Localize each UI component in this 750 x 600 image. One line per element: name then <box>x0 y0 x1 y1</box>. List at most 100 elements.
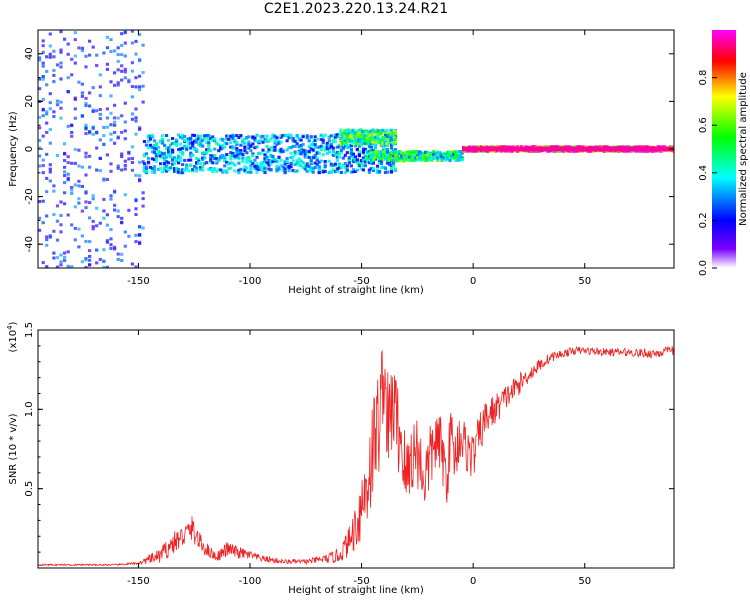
heatmap-cell <box>201 152 205 156</box>
heatmap-cell <box>163 168 167 172</box>
heatmap-cell <box>179 142 183 146</box>
heatmap-cell <box>171 148 175 152</box>
heatmap-cell <box>317 164 321 168</box>
heatmap-cell <box>185 163 189 167</box>
heatmap-cell <box>84 258 88 262</box>
heatmap-cell <box>55 63 60 67</box>
heatmap-cell <box>77 201 81 205</box>
heatmap-cell <box>203 162 207 166</box>
heatmap-cell <box>393 167 398 171</box>
heatmap-cell <box>339 132 343 136</box>
heatmap-cell <box>59 116 63 120</box>
heatmap-cell <box>317 145 321 149</box>
heatmap-cell <box>436 156 440 160</box>
heatmap-cell <box>45 214 49 218</box>
heatmap-cell <box>355 168 359 172</box>
heatmap-cell <box>102 177 106 181</box>
heatmap-cell <box>201 158 205 162</box>
heatmap-cell <box>331 138 335 142</box>
heatmap-cell <box>323 163 327 167</box>
heatmap-cell <box>88 165 92 169</box>
heatmap-cell <box>253 146 257 150</box>
heatmap-cell <box>349 164 353 168</box>
heatmap-cell <box>267 161 271 165</box>
heatmap-cell <box>183 139 187 143</box>
heatmap-cell <box>165 155 169 159</box>
heatmap-cell <box>185 138 189 142</box>
heatmap-cell <box>66 178 70 182</box>
heatmap-cell <box>351 137 355 141</box>
y-multiplier-prefix: (x10 <box>8 330 19 353</box>
heatmap-cell <box>130 30 134 33</box>
heatmap-cell <box>221 170 225 174</box>
heatmap-cell <box>385 142 389 146</box>
heatmap-cell <box>369 139 373 143</box>
heatmap-cell <box>231 151 235 155</box>
heatmap-cell <box>393 141 397 145</box>
heatmap-cell <box>371 168 375 172</box>
heatmap-cell <box>138 88 142 92</box>
heatmap-cell <box>269 146 273 150</box>
heatmap-cell <box>289 134 293 138</box>
heatmap-cell <box>343 162 347 165</box>
heatmap-cell <box>269 155 273 159</box>
heatmap-cell <box>138 233 142 237</box>
heatmap-cell <box>371 136 375 140</box>
heatmap-cell <box>265 155 269 159</box>
heatmap-cell <box>63 159 67 162</box>
heatmap-cell <box>171 150 175 154</box>
heatmap-cell <box>331 146 335 150</box>
heatmap-cell <box>70 223 74 227</box>
heatmap-cell <box>247 146 251 150</box>
heatmap-cell <box>345 168 349 172</box>
heatmap-cell <box>63 152 67 156</box>
heatmap-cell <box>113 116 117 120</box>
heatmap-cell <box>363 154 367 158</box>
heatmap-cell <box>138 179 142 183</box>
heatmap-cell <box>303 165 307 169</box>
heatmap-cell <box>379 160 384 164</box>
heatmap-cell <box>221 154 225 158</box>
heatmap-cell <box>45 238 49 242</box>
heatmap-cell <box>382 155 386 158</box>
heatmap-cell <box>351 128 355 132</box>
heatmap-cell <box>309 147 313 151</box>
heatmap-cell <box>339 142 343 146</box>
heatmap-cell <box>105 240 109 244</box>
heatmap-cell <box>138 242 142 246</box>
heatmap-cell <box>321 153 325 157</box>
heatmap-cell <box>299 144 303 148</box>
heatmap-cell <box>144 165 149 169</box>
heatmap-cell <box>45 55 49 59</box>
heatmap-cell <box>52 55 56 59</box>
heatmap-cell <box>245 160 249 164</box>
heatmap-cell <box>84 239 88 243</box>
heatmap-cell <box>98 94 102 98</box>
heatmap-cell <box>450 150 454 154</box>
heatmap-cell <box>116 81 120 85</box>
heatmap-cell <box>59 50 63 54</box>
heatmap-cell <box>223 141 227 145</box>
heatmap-cell <box>347 135 351 139</box>
heatmap-cell <box>269 159 273 163</box>
heatmap-cell <box>390 150 394 154</box>
heatmap-cell <box>388 154 392 158</box>
heatmap-cell <box>183 144 187 148</box>
heatmap-cell <box>339 135 343 139</box>
heatmap-cell <box>80 46 84 50</box>
heatmap-cell <box>384 157 388 161</box>
heatmap-cell <box>138 127 142 131</box>
heatmap-cell <box>414 158 418 162</box>
heatmap-cell <box>48 55 52 59</box>
top-x-tick-label: -100 <box>239 276 262 287</box>
heatmap-cell <box>329 142 333 146</box>
heatmap-cell <box>55 238 60 242</box>
heatmap-cell <box>229 134 233 138</box>
heatmap-cell <box>63 202 67 206</box>
heatmap-cell <box>347 144 351 148</box>
heatmap-cell <box>389 138 393 142</box>
heatmap-cell <box>319 138 323 141</box>
heatmap-cell <box>363 130 367 134</box>
heatmap-cell <box>273 141 277 145</box>
heatmap-cell <box>379 131 383 135</box>
